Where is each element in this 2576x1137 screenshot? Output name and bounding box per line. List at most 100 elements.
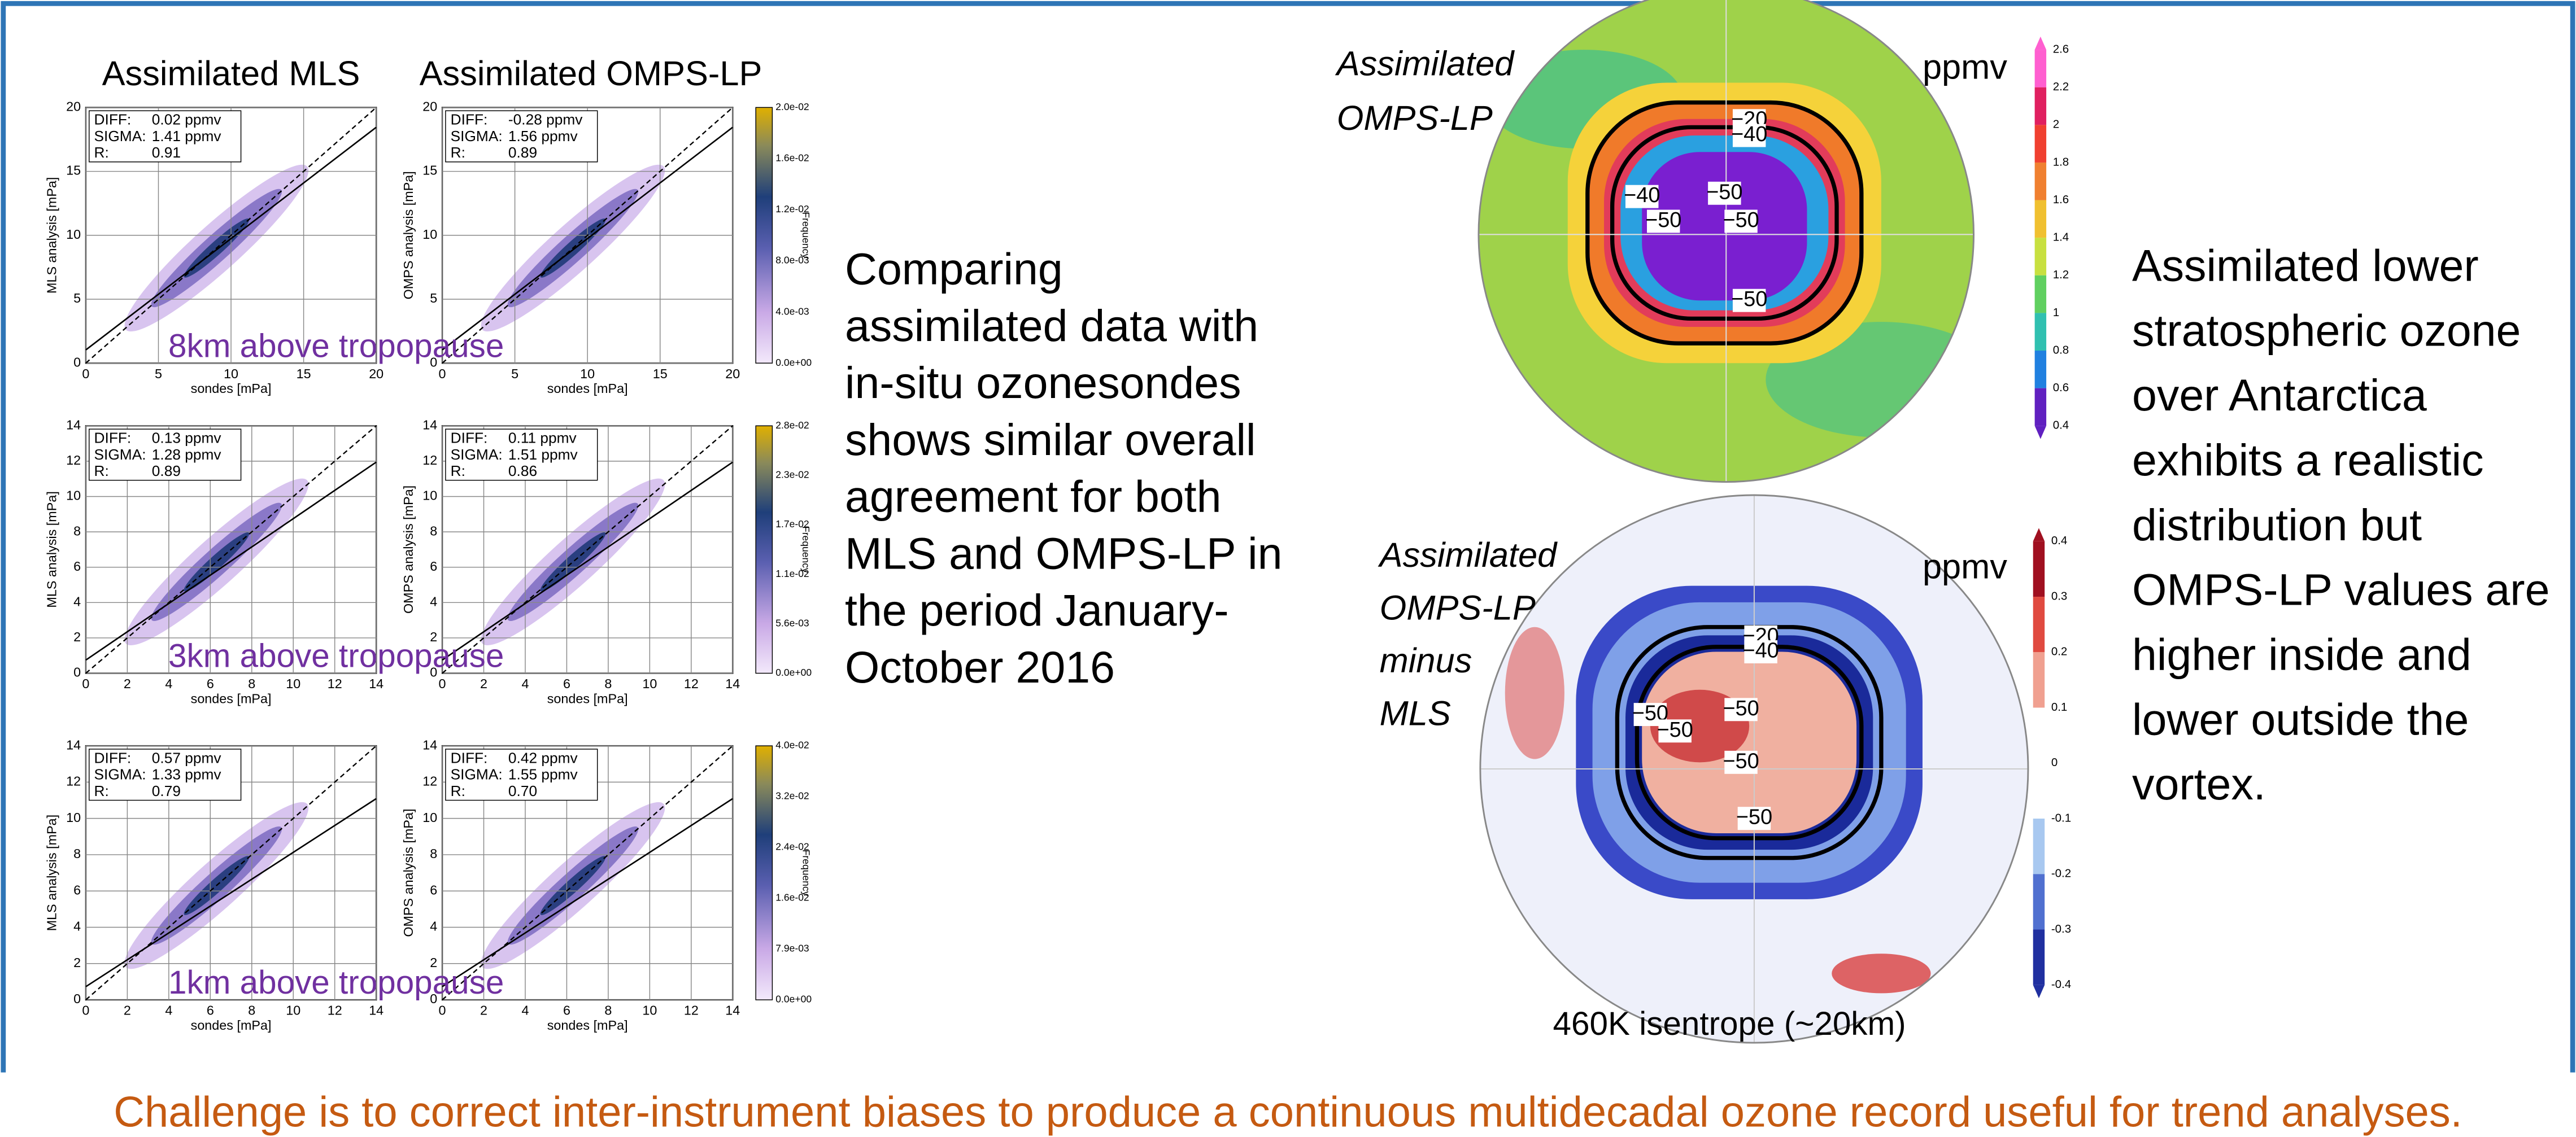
x-tick-label: 0 xyxy=(82,676,89,691)
body-text: agreement for both xyxy=(845,472,1221,522)
row-label: 8km above tropopause xyxy=(168,327,504,364)
y-tick-label: 14 xyxy=(66,737,81,752)
contour-label: −40 xyxy=(1742,639,1779,663)
colorbar-segment xyxy=(2033,597,2045,653)
y-tick-label: 4 xyxy=(73,594,81,609)
stat-value: 1.33 ppmv xyxy=(152,766,222,783)
colorbar-tick-label: 7.9e-03 xyxy=(775,943,809,954)
colorbar-tick-label: 2.2 xyxy=(2053,80,2069,93)
x-tick-label: 10 xyxy=(580,366,595,381)
x-tick-label: 12 xyxy=(328,1003,342,1018)
colorbar-segment xyxy=(2033,763,2045,819)
y-axis-label: OMPS analysis [mPa] xyxy=(401,808,416,937)
x-tick-label: 10 xyxy=(224,366,238,381)
colorbar-tick-label: 1.8 xyxy=(2053,155,2069,168)
y-tick-label: 10 xyxy=(422,810,437,825)
x-tick-label: 2 xyxy=(480,1003,487,1018)
x-tick-label: 20 xyxy=(369,366,383,381)
contour-label-bg xyxy=(1724,698,1758,721)
colorbar-tick-label: 0.2 xyxy=(2051,645,2067,658)
y-tick-label: 0 xyxy=(73,665,81,680)
colorbar-tick-label: 2.3e-02 xyxy=(775,469,809,480)
contour-label-bg xyxy=(1732,288,1766,312)
stats-box xyxy=(445,428,598,481)
colorbar-segment xyxy=(2034,388,2047,426)
body-text: assimilated data with xyxy=(845,301,1258,351)
contour-label: −50 xyxy=(1657,718,1693,742)
y-tick-label: 20 xyxy=(66,99,81,114)
stat-value: 0.70 xyxy=(508,782,537,799)
stat-value: 0.79 xyxy=(152,782,181,799)
fit-line xyxy=(442,126,734,351)
colorbar-tip xyxy=(2034,36,2047,50)
colorbar-tick-label: 1.2e-02 xyxy=(775,203,809,215)
stat-label: DIFF: xyxy=(94,749,132,766)
x-tick-label: 6 xyxy=(563,1003,570,1018)
stat-value: 0.02 ppmv xyxy=(152,111,222,128)
x-tick-label: 8 xyxy=(248,1003,255,1018)
colorbar-tick-label: 1.6 xyxy=(2053,193,2069,206)
x-axis-label: sondes [mPa] xyxy=(547,1018,628,1033)
x-axis-label: sondes [mPa] xyxy=(547,381,628,396)
colorbar-tick-label: 0.0e+00 xyxy=(775,667,812,678)
colorbar-segment xyxy=(2034,351,2047,388)
y-axis-label: MLS analysis [mPa] xyxy=(45,815,59,931)
one-to-one-line xyxy=(442,745,734,1000)
map-title: Assimilated xyxy=(1335,45,1515,84)
stat-label: SIGMA: xyxy=(94,128,146,145)
x-tick-label: 14 xyxy=(725,676,740,691)
map-caption: 460K isentrope (~20km) xyxy=(1553,1005,1906,1042)
colorbar-label: Frequency xyxy=(800,212,812,259)
x-tick-label: 0 xyxy=(82,366,89,381)
one-to-one-line xyxy=(85,107,377,364)
x-tick-label: 10 xyxy=(286,676,300,691)
stat-value: 0.13 ppmv xyxy=(152,430,222,447)
map-title: OMPS-LP xyxy=(1337,99,1493,138)
x-tick-label: 4 xyxy=(165,676,172,691)
stat-value: 1.56 ppmv xyxy=(508,128,578,145)
y-tick-label: 20 xyxy=(422,99,437,114)
one-to-one-line xyxy=(85,425,377,674)
stat-value: 0.11 ppmv xyxy=(508,430,577,447)
stat-value: 1.51 ppmv xyxy=(508,446,578,463)
y-tick-label: 2 xyxy=(430,955,437,970)
x-tick-label: 4 xyxy=(165,1003,172,1018)
one-to-one-line xyxy=(442,107,734,364)
frame xyxy=(1,1,2575,1073)
stats-box xyxy=(89,110,242,163)
y-tick-label: 2 xyxy=(430,629,437,644)
y-tick-label: 10 xyxy=(422,488,437,503)
stat-label: R: xyxy=(94,462,109,479)
colorbar-tick-label: 1.4 xyxy=(2053,231,2069,244)
stat-label: DIFF: xyxy=(451,111,488,128)
contour-label-bg xyxy=(1744,640,1777,664)
map-title: Assimilated xyxy=(1378,536,1558,575)
contour-label: −50 xyxy=(1736,806,1772,829)
stat-label: SIGMA: xyxy=(451,446,503,463)
stat-label: DIFF: xyxy=(94,430,132,447)
x-tick-label: 8 xyxy=(604,676,612,691)
contour-label: −40 xyxy=(1624,183,1660,207)
stats-box xyxy=(89,749,242,801)
y-axis-label: MLS analysis [mPa] xyxy=(45,491,59,607)
colorbar-tip xyxy=(2033,528,2045,541)
stat-label: R: xyxy=(94,144,109,161)
y-tick-label: 5 xyxy=(73,291,81,305)
y-tick-label: 12 xyxy=(66,774,81,789)
x-tick-label: 5 xyxy=(511,366,518,381)
y-tick-label: 4 xyxy=(73,919,81,934)
y-tick-label: 4 xyxy=(430,919,437,934)
stat-value: 0.89 xyxy=(508,144,537,161)
colorbar-tick-label: 8.0e-03 xyxy=(775,255,809,266)
stat-value: 1.55 ppmv xyxy=(508,766,578,783)
contour-label: −50 xyxy=(1723,749,1759,773)
stat-label: DIFF: xyxy=(94,111,132,128)
x-tick-label: 20 xyxy=(725,366,740,381)
map-outline xyxy=(1477,0,1975,483)
colorbar-tick-label: 1.1e-02 xyxy=(775,568,809,579)
x-tick-label: 12 xyxy=(684,1003,699,1018)
x-tick-label: 2 xyxy=(124,676,131,691)
stat-value: 1.41 ppmv xyxy=(152,128,222,145)
stat-value: 0.42 ppmv xyxy=(508,749,578,766)
x-axis-label: sondes [mPa] xyxy=(191,381,272,396)
